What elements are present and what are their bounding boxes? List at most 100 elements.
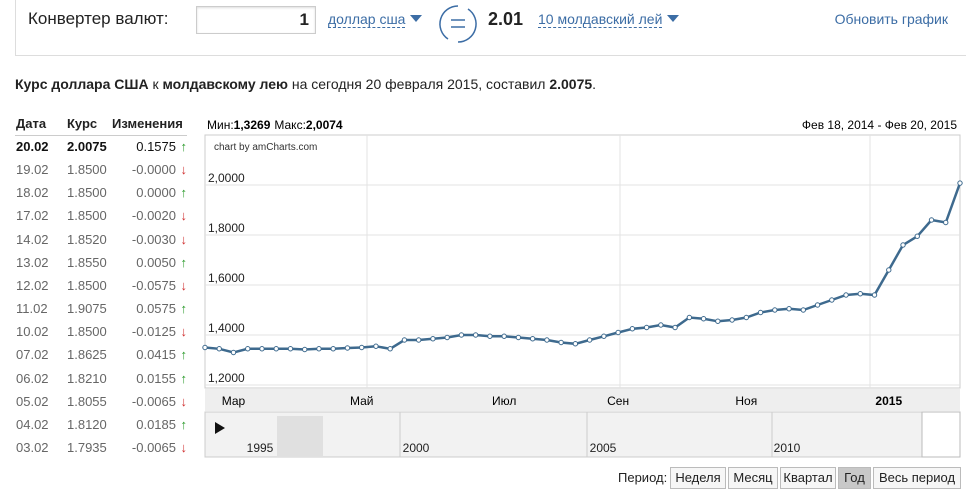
- rate: 1.8550: [67, 254, 107, 270]
- point: [515, 334, 522, 341]
- rate: 2.0075: [67, 139, 107, 154]
- change-arrow: ↓: [180, 231, 188, 247]
- change: -0.0575: [131, 277, 176, 293]
- point: [529, 336, 536, 342]
- rate: 1.8520: [67, 231, 107, 247]
- x-tick-label: Мар: [222, 394, 246, 408]
- point: [245, 346, 251, 352]
- change-arrow: ↑: [180, 416, 188, 432]
- rate: 1.8055: [67, 393, 107, 409]
- caret: [667, 15, 680, 22]
- play-button[interactable]: [215, 422, 225, 434]
- year-label: 1995: [247, 441, 274, 455]
- summary-part: Курс доллара США: [15, 76, 149, 92]
- change-arrow: ↓: [180, 162, 188, 178]
- rate: 1.8500: [67, 208, 107, 224]
- x-tick-label: Май: [350, 394, 374, 408]
- from-currency[interactable]: доллар сша: [328, 11, 423, 28]
- year-label: 2000: [403, 441, 430, 455]
- table-header: Курс: [67, 116, 98, 131]
- point: [387, 346, 393, 352]
- point: [259, 346, 265, 352]
- point: [472, 332, 479, 338]
- min-max: Мин:1,3269 Макс:2,0074: [207, 118, 343, 132]
- plot-area: [204, 134, 961, 389]
- date: 14.02: [16, 231, 49, 247]
- summary: Курс доллара США к молдавскому лею на се…: [15, 76, 596, 92]
- period-button[interactable]: Неделя: [670, 467, 726, 489]
- point: [302, 346, 308, 353]
- point: [715, 318, 721, 324]
- point: [914, 233, 920, 239]
- change: -0.0065: [131, 439, 176, 455]
- rate: 1.8625: [67, 347, 107, 363]
- period-label: Период:: [618, 470, 668, 485]
- y-tick-label: 1,8000: [208, 221, 245, 235]
- rate: 1.8500: [67, 324, 107, 340]
- point: [871, 292, 878, 298]
- point: [415, 337, 422, 343]
- swap-arc: [457, 8, 477, 43]
- refresh-link[interactable]: Обновить график: [834, 11, 948, 27]
- date: 04.02: [16, 416, 49, 432]
- swap-icon[interactable]: [436, 2, 480, 46]
- point: [444, 334, 450, 341]
- change: 0.1575: [136, 139, 176, 154]
- period-button[interactable]: Месяц: [728, 467, 778, 489]
- navigator[interactable]: [204, 411, 961, 458]
- rate: 1.7935: [67, 439, 107, 455]
- period-button[interactable]: Год: [838, 467, 871, 489]
- point: [316, 346, 322, 352]
- point: [216, 346, 222, 352]
- date: 03.02: [16, 439, 49, 455]
- point: [814, 302, 821, 308]
- change: 0.0185: [136, 416, 176, 432]
- change-arrow: ↑: [180, 185, 188, 201]
- table-row: 17.02 1.8500 -0.0020 ↓: [0, 208, 190, 228]
- point: [501, 333, 507, 339]
- point: [786, 306, 792, 312]
- point: [601, 333, 607, 339]
- change-arrow: ↓: [180, 393, 188, 409]
- point: [829, 297, 835, 303]
- date: 10.02: [16, 324, 49, 340]
- point: [401, 337, 408, 343]
- x-tick-label: Ноя: [735, 394, 757, 408]
- rate: 1.8500: [67, 185, 107, 201]
- point: [330, 346, 336, 352]
- from-currency-text[interactable]: доллар сша: [328, 11, 406, 28]
- point: [430, 336, 436, 342]
- amount-input[interactable]: 1: [196, 6, 316, 34]
- change-arrow: ↑: [180, 301, 188, 317]
- point: [658, 322, 664, 328]
- point: [358, 344, 365, 351]
- period-button[interactable]: Весь период: [873, 467, 961, 489]
- change-arrow: ↓: [180, 439, 188, 455]
- to-currency[interactable]: 10 молдавский лей: [538, 11, 680, 28]
- point: [672, 324, 678, 331]
- point: [544, 337, 550, 343]
- period-button[interactable]: Квартал: [780, 467, 836, 489]
- caret: [410, 15, 423, 22]
- y-tick-label: 1,6000: [208, 271, 245, 285]
- table-row: 07.02 1.8625 0.0415 ↑: [0, 347, 190, 367]
- table-header: Дата: [16, 116, 47, 131]
- change: -0.0125: [131, 324, 176, 340]
- navigator-selection[interactable]: [921, 411, 961, 458]
- point: [572, 341, 579, 347]
- category-band: [205, 389, 960, 411]
- navigator-tab: [277, 416, 323, 457]
- table-row: 14.02 1.8520 -0.0030 ↓: [0, 232, 190, 252]
- table-row: 12.02 1.8500 -0.0575 ↓: [0, 278, 190, 298]
- summary-part: молдавскому лею: [162, 76, 288, 92]
- point: [729, 317, 735, 323]
- to-currency-text[interactable]: 10 молдавский лей: [538, 11, 663, 28]
- point: [843, 292, 849, 298]
- table-row: 06.02 1.8210 0.0155 ↑: [0, 371, 190, 391]
- table-header: Изменения: [112, 116, 183, 131]
- change-arrow: ↑: [180, 139, 188, 154]
- point: [230, 349, 237, 356]
- rate: 1.8500: [67, 277, 107, 293]
- y-tick-label: 1,4000: [208, 321, 245, 335]
- point: [886, 267, 892, 273]
